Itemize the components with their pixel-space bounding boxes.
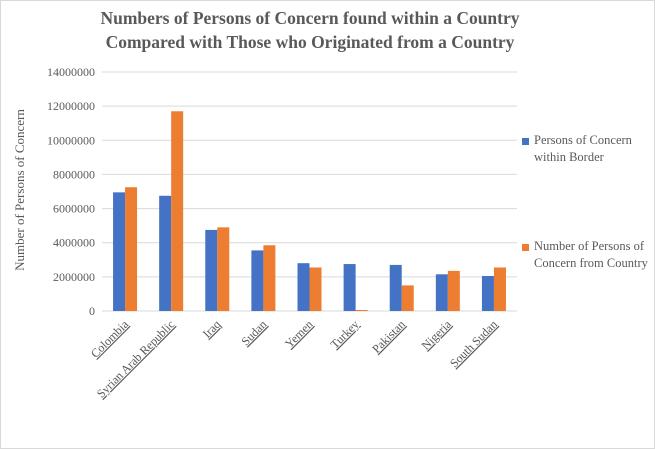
x-tick-label: Iraq [200,317,224,341]
x-tick-label: Sudan [238,317,269,348]
legend-swatch-from-country [522,244,529,251]
legend-item-within-border: Persons of Concern within Border [522,132,652,166]
y-tick-label: 4000000 [53,236,95,250]
bar-within-border-turkey [343,264,356,311]
x-tick-label: Yemen [282,317,316,351]
x-tick-label: South Sudan [447,317,500,370]
y-tick-label: 14000000 [47,65,95,79]
y-tick-label: 2000000 [53,270,95,284]
bar-from-country-sudan [263,245,276,311]
bar-from-country-pakistan [401,285,414,311]
chart-title-line-1: Numbers of Persons of Concern found with… [100,8,520,28]
x-tick-label: Colombia [88,317,132,361]
x-tick-label: Nigeria [419,317,455,353]
y-tick-label: 8000000 [53,167,95,181]
y-axis-label: Number of Persons of Concern [12,109,27,271]
bar-within-border-pakistan [389,264,402,311]
bar-within-border-syrian-arab-republic [159,195,172,311]
bar-within-border-south-sudan [481,276,494,311]
x-tick-label: Turkey [328,317,362,351]
chart-title-line-2: Compared with Those who Originated from … [105,32,515,52]
x-tick-label: Syrian Arab Republic [94,317,177,400]
legend-item-from-country: Number of Persons of Concern from Countr… [522,238,652,272]
y-tick-label: 10000000 [47,133,95,147]
bars [113,111,506,311]
y-tick-label: 12000000 [47,99,95,113]
bar-within-border-sudan [251,250,264,311]
bar-from-country-colombia [125,187,138,311]
y-tick-label: 6000000 [53,202,95,216]
bar-within-border-colombia [113,192,126,311]
legend-label-from-country: Number of Persons of Concern from Countr… [534,239,648,270]
bar-from-country-turkey [355,309,368,311]
legend-label-within-border: Persons of Concern within Border [534,133,632,164]
legend-swatch-within-border [522,138,529,145]
y-tick-label: 0 [89,304,95,318]
x-tick-label: Pakistan [369,317,408,356]
bar-from-country-nigeria [447,270,460,311]
chart-title: Numbers of Persons of Concern found with… [40,6,580,54]
bar-within-border-yemen [297,263,310,311]
y-tick-labels: 0 2000000 4000000 6000000 8000000 10000000 120… [47,65,95,318]
bar-from-country-iraq [217,227,230,311]
bar-within-border-nigeria [435,274,448,311]
bar-from-country-yemen [309,267,322,311]
bar-from-country-syrian-arab-republic [171,111,184,311]
legend: Persons of Concern within Border Number … [522,132,652,272]
bar-within-border-iraq [205,229,218,311]
bar-from-country-south-sudan [493,267,506,311]
